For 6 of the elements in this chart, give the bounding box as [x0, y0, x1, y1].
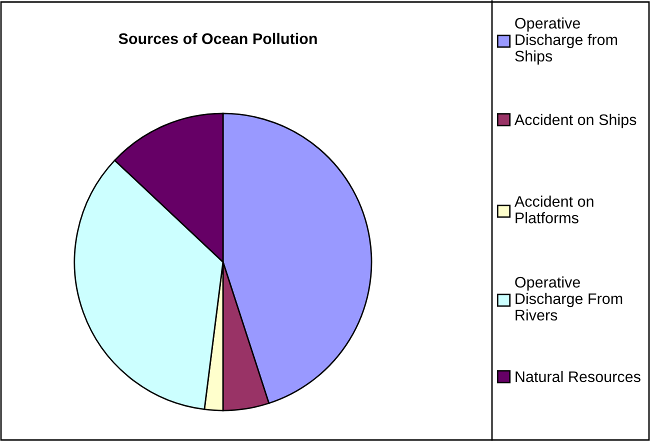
text: Sources of Ocean Pollution [118, 32, 317, 44]
legend-label: Accident on Ships [514, 114, 636, 128]
legend-label: Operative Discharge from Ships [515, 17, 618, 65]
legend-label: Accident on Platforms [514, 196, 594, 224]
legend-label: Operative Discharge From Rivers [515, 276, 622, 321]
legend-label: Natural Resources [516, 370, 640, 382]
